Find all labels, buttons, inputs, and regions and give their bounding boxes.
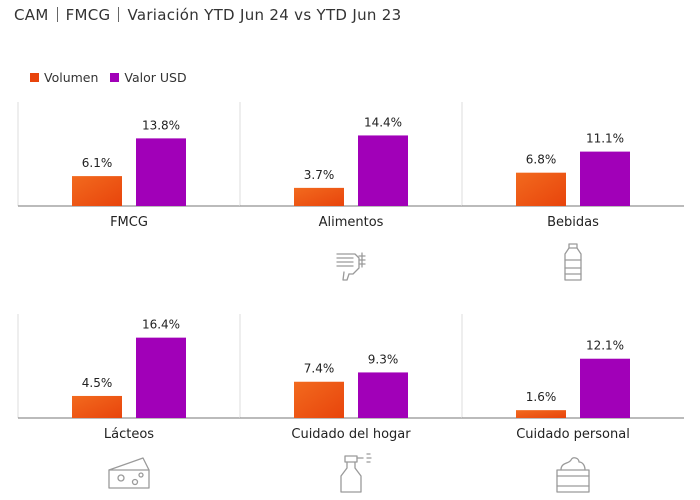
data-label-volume-cuidado-del-hogar: 7.4% <box>304 362 335 376</box>
data-label-volume-alimentos: 3.7% <box>304 168 335 182</box>
bar-volume-cuidado-del-hogar <box>294 381 344 418</box>
data-label-value-bebidas: 11.1% <box>586 132 624 146</box>
legend: Volumen Valor USD <box>30 70 199 85</box>
legend-label-volume: Volumen <box>44 70 99 85</box>
bar-value-cuidado-del-hogar <box>358 372 408 418</box>
category-label-bebidas: Bebidas <box>547 215 599 230</box>
legend-item-volume: Volumen <box>30 70 98 85</box>
category-label-fmcg: FMCG <box>110 215 148 230</box>
legend-label-value: Valor USD <box>124 70 187 85</box>
legend-item-value: Valor USD <box>110 70 187 85</box>
legend-swatch-volume <box>30 73 39 82</box>
bar-volume-lacteos <box>72 395 122 418</box>
category-label-cuidado-del-hogar: Cuidado del hogar <box>291 427 411 442</box>
spray-bottle-icon <box>340 453 372 493</box>
hand-icon <box>336 252 366 281</box>
bar-volume-fmcg <box>72 176 122 206</box>
title-category: FMCG <box>65 6 111 24</box>
title-region: CAM <box>14 6 49 24</box>
category-label-lacteos: Lácteos <box>104 427 154 442</box>
bottle-icon <box>564 243 582 281</box>
category-label-cuidado-personal: Cuidado personal <box>516 427 630 442</box>
bar-value-alimentos <box>358 135 408 206</box>
data-label-value-cuidado-del-hogar: 9.3% <box>368 352 399 366</box>
bar-volume-bebidas <box>516 172 566 206</box>
bar-value-fmcg <box>136 138 186 206</box>
bar-value-lacteos <box>136 337 186 418</box>
legend-swatch-value <box>110 73 120 82</box>
bar-volume-cuidado-personal <box>516 410 566 418</box>
data-label-value-lacteos: 16.4% <box>142 318 180 332</box>
data-label-volume-cuidado-personal: 1.6% <box>526 390 557 404</box>
category-label-alimentos: Alimentos <box>319 215 384 230</box>
data-label-value-fmcg: 13.8% <box>142 118 180 132</box>
data-label-volume-fmcg: 6.1% <box>82 156 113 170</box>
title-subtitle: Variación YTD Jun 24 vs YTD Jun 23 <box>127 6 402 24</box>
chart-title: CAM FMCG Variación YTD Jun 24 vs YTD Jun 2… <box>14 6 401 24</box>
bar-value-cuidado-personal <box>580 358 630 418</box>
bar-volume-alimentos <box>294 187 344 206</box>
data-label-volume-lacteos: 4.5% <box>82 376 113 390</box>
data-label-value-cuidado-personal: 12.1% <box>586 339 624 353</box>
data-label-value-alimentos: 14.4% <box>364 115 402 129</box>
cream-jar-icon <box>556 457 590 493</box>
title-separator <box>56 7 58 22</box>
title-separator <box>118 7 120 22</box>
data-label-volume-bebidas: 6.8% <box>526 153 557 167</box>
bar-value-bebidas <box>580 151 630 206</box>
cheese-icon <box>108 457 150 489</box>
